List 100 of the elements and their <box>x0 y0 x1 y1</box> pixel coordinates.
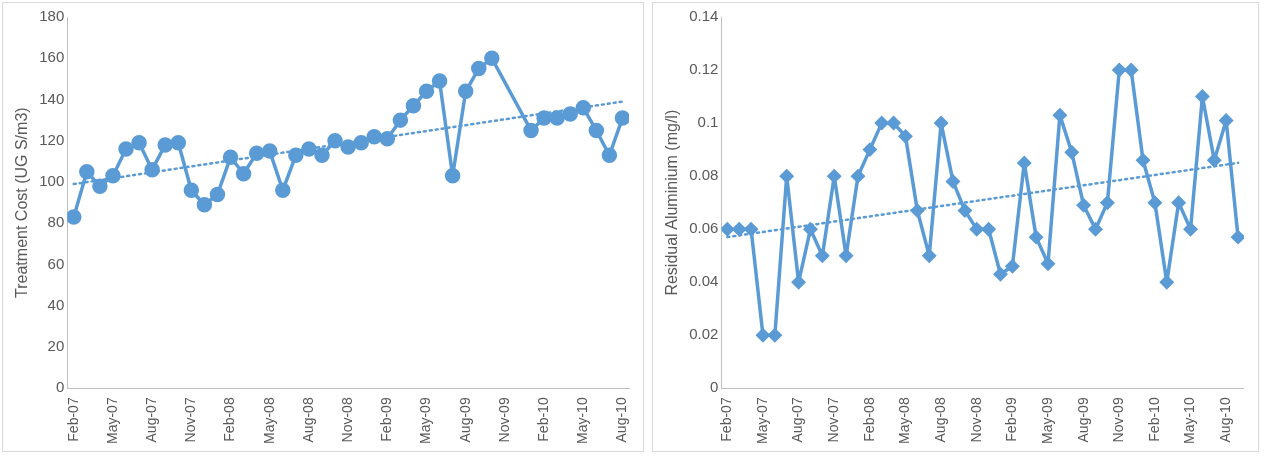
point <box>874 116 889 130</box>
point <box>981 222 996 236</box>
x-tick-label: Aug-09 <box>456 397 473 443</box>
point <box>67 209 82 225</box>
y-tick-label: 0.14 <box>689 7 719 25</box>
point <box>851 169 865 183</box>
point <box>118 141 134 157</box>
x-tick-label: May-08 <box>260 397 277 444</box>
point <box>614 110 629 126</box>
point <box>588 122 605 139</box>
point <box>1231 230 1244 244</box>
x-tick-label: May-10 <box>574 397 591 444</box>
point <box>1100 195 1115 210</box>
x-tick-label: Aug-10 <box>1217 397 1234 443</box>
x-tick-label: Aug-09 <box>1074 397 1091 443</box>
point <box>1219 113 1233 128</box>
point <box>314 147 330 163</box>
y-tick-label: 80 <box>47 213 65 231</box>
x-tick-label: Feb-10 <box>534 397 551 442</box>
point <box>1088 222 1103 236</box>
point <box>1171 195 1186 210</box>
point <box>721 222 735 236</box>
point <box>601 147 618 163</box>
y-tick-label: 0 <box>710 378 719 396</box>
x-tick-label: Aug-08 <box>931 397 948 443</box>
y-tick-label: 120 <box>39 130 65 148</box>
x-tick-label: Nov-09 <box>1110 397 1127 443</box>
point <box>803 222 818 236</box>
point <box>1005 259 1020 274</box>
y-tick-label: 40 <box>47 295 65 313</box>
point <box>562 106 578 122</box>
point <box>1160 275 1174 289</box>
point <box>1136 153 1150 167</box>
x-tick-label: Aug-08 <box>299 397 316 443</box>
point <box>779 169 794 183</box>
y-tick-label: 0.04 <box>689 272 719 290</box>
point <box>444 168 461 184</box>
y-tick-label: 100 <box>39 172 65 190</box>
y-tick-label: 0 <box>55 378 65 396</box>
x-tick-label: Feb-07 <box>718 397 735 442</box>
y-tick-label: 0.02 <box>689 325 719 343</box>
point <box>1195 89 1210 104</box>
point <box>549 110 565 126</box>
point <box>958 203 972 218</box>
point <box>405 97 422 114</box>
x-tick-label: May-09 <box>1038 397 1055 444</box>
y-tick-label: 0.06 <box>689 219 719 237</box>
x-tick-label: Feb-07 <box>64 397 81 442</box>
y-tick-label: 0.12 <box>689 60 719 78</box>
point <box>756 328 770 343</box>
point <box>196 196 213 213</box>
point <box>1041 256 1055 271</box>
x-tick-label: May-09 <box>417 397 434 444</box>
point <box>79 163 95 180</box>
x-tick-label: Nov-07 <box>825 397 842 443</box>
point <box>183 182 200 199</box>
point <box>1148 195 1162 210</box>
point <box>1017 156 1032 170</box>
point <box>898 129 913 144</box>
x-tick-label: Feb-08 <box>860 397 877 442</box>
point <box>1183 222 1198 236</box>
point <box>484 50 500 67</box>
point <box>1112 63 1127 77</box>
point <box>301 141 317 157</box>
point <box>92 178 108 194</box>
x-tick-label: Aug-10 <box>613 397 630 443</box>
y-tick-label: 160 <box>39 48 65 66</box>
y-tick-label: 140 <box>39 89 65 107</box>
point <box>934 116 948 130</box>
point <box>275 182 291 199</box>
point <box>209 186 226 203</box>
point <box>732 222 746 236</box>
point <box>970 222 984 236</box>
y-axis-title: Residual Aluminium (mg/l) <box>663 109 681 296</box>
point <box>827 169 841 183</box>
x-tick-label: Feb-08 <box>221 397 238 442</box>
point <box>471 60 487 77</box>
point <box>791 275 806 289</box>
point <box>327 133 343 149</box>
point <box>922 248 936 263</box>
x-tick-label: May-10 <box>1181 397 1198 444</box>
point <box>839 248 853 263</box>
point <box>1029 230 1043 244</box>
point <box>1065 145 1079 160</box>
point <box>744 222 758 236</box>
point <box>946 174 960 189</box>
point <box>222 149 239 166</box>
x-tick-label: May-07 <box>753 397 770 444</box>
y-tick-label: 180 <box>39 7 65 25</box>
x-tick-label: May-08 <box>896 397 913 444</box>
x-tick-label: Feb-09 <box>378 397 395 442</box>
y-tick-label: 0.08 <box>689 166 719 184</box>
point <box>768 328 782 343</box>
x-tick-label: Aug-07 <box>143 397 160 443</box>
point <box>170 135 187 151</box>
point <box>288 147 304 163</box>
y-tick-label: 60 <box>47 254 65 272</box>
point <box>886 116 901 130</box>
x-tick-label: Nov-07 <box>182 397 199 443</box>
y-tick-label: 0.1 <box>697 113 719 131</box>
